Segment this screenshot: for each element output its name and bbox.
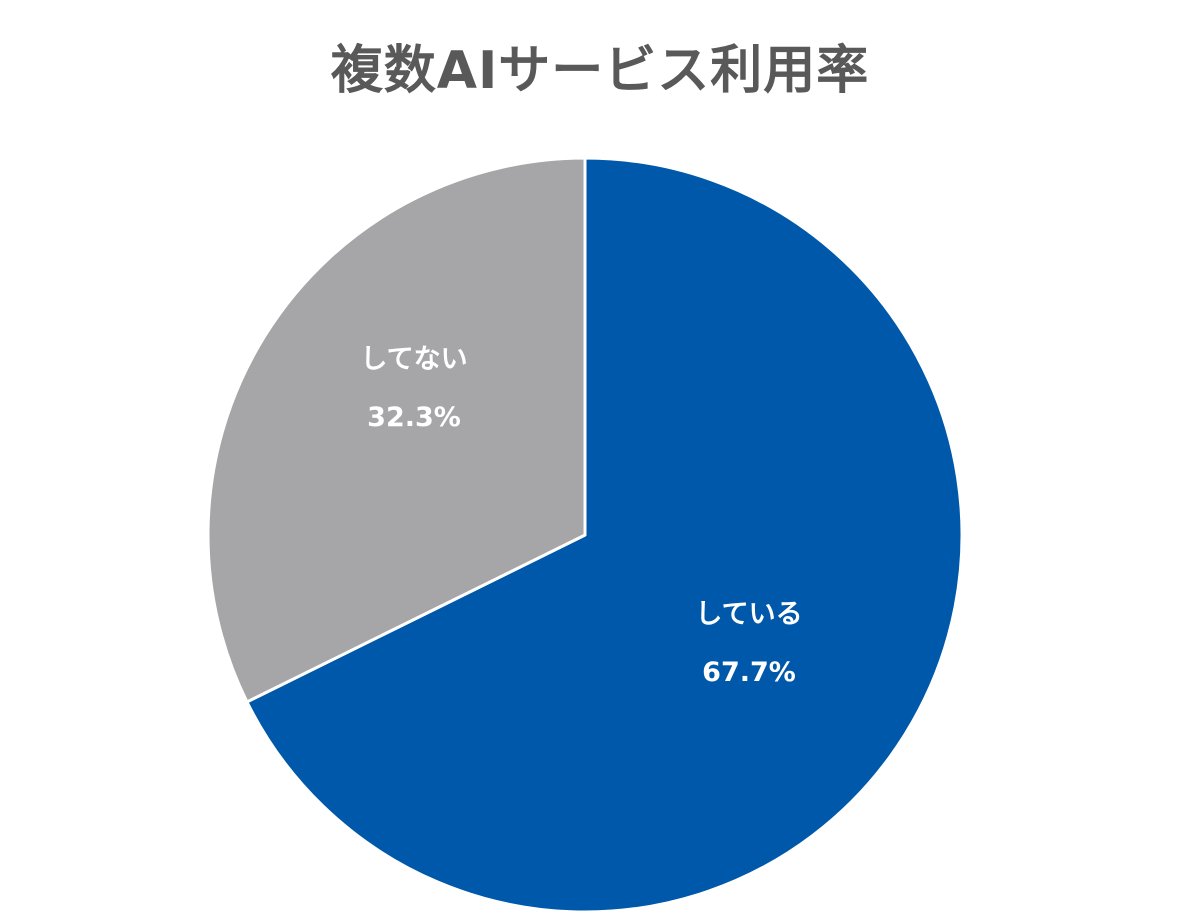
slice-label-yes-value: 67.7% <box>702 657 796 688</box>
slice-label-no-name: してない <box>360 344 468 375</box>
slice-label-yes-name: している <box>695 599 803 630</box>
slice-label-yes: している 67.7% <box>649 592 849 688</box>
slice-label-no: してない 32.3% <box>314 337 514 433</box>
slice-label-no-value: 32.3% <box>367 402 461 433</box>
pie-slice-0 <box>245 156 964 914</box>
pie-slice-1 <box>206 156 587 704</box>
chart-title: 複数AIサービス利用率 <box>330 41 870 101</box>
